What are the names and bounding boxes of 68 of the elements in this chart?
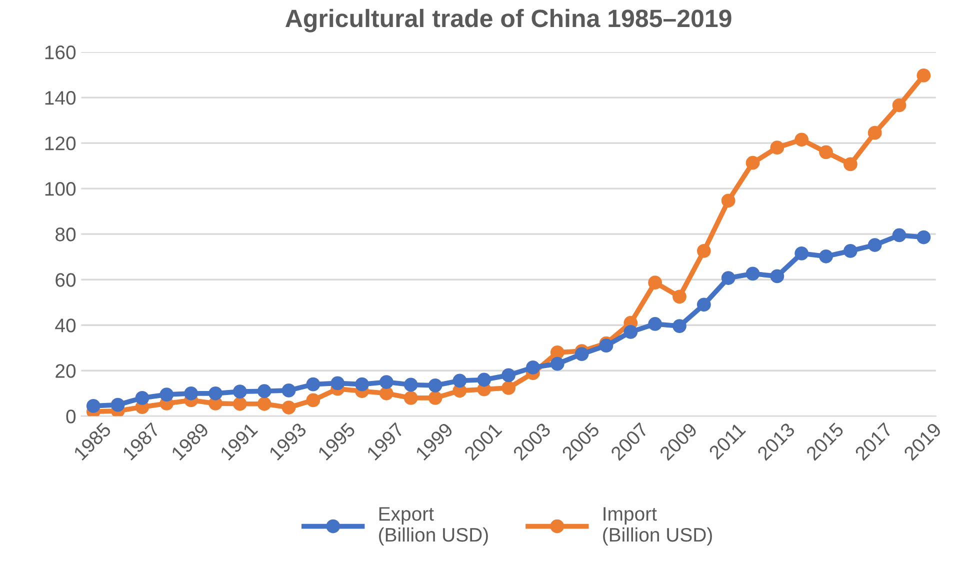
- point: [794, 246, 809, 260]
- point: [648, 276, 662, 290]
- point: [306, 377, 320, 392]
- point: [770, 140, 784, 155]
- point: [672, 319, 686, 333]
- point: [746, 266, 760, 281]
- y-tick-label: 60: [56, 273, 76, 287]
- point: [599, 338, 614, 353]
- point: [746, 156, 760, 170]
- point: [574, 347, 589, 361]
- y-tick-label: 40: [55, 318, 76, 332]
- point: [819, 145, 833, 160]
- point: [696, 244, 711, 258]
- point: [721, 271, 736, 285]
- point: [452, 374, 467, 388]
- point: [184, 386, 198, 400]
- point: [232, 396, 247, 411]
- point: [819, 249, 833, 264]
- point: [624, 325, 638, 339]
- point: [428, 391, 442, 405]
- y-tick-label: 80: [56, 228, 76, 242]
- point: [355, 377, 369, 392]
- y-tick-label: 20: [56, 364, 76, 378]
- point: [502, 380, 516, 395]
- point: [135, 391, 150, 405]
- point: [892, 98, 906, 112]
- legend-label: Import (Billion USD): [603, 507, 712, 546]
- point: [110, 398, 125, 412]
- point: [160, 388, 174, 402]
- point: [916, 230, 931, 244]
- legend-label: Export (Billion USD): [379, 507, 488, 546]
- point: [404, 391, 418, 405]
- point: [86, 398, 100, 413]
- point: [770, 269, 784, 284]
- point: [379, 386, 394, 400]
- point: [257, 396, 272, 411]
- y-tick-label: 140: [45, 91, 76, 105]
- point: [232, 384, 247, 399]
- point: [477, 372, 492, 387]
- point: [843, 157, 858, 172]
- point: [550, 345, 564, 360]
- y-tick-label: 100: [45, 182, 76, 196]
- chart-title: Agricultural trade of China 1985–2019: [285, 8, 732, 32]
- point: [696, 298, 711, 312]
- point: [330, 376, 345, 390]
- point: [672, 290, 686, 304]
- point: [502, 368, 516, 382]
- point: [257, 384, 272, 398]
- point: [721, 194, 736, 208]
- point: [868, 238, 882, 252]
- point: [550, 356, 564, 371]
- point: [404, 378, 418, 392]
- point: [794, 132, 809, 147]
- y-tick-label: 0: [66, 410, 76, 424]
- point: [282, 384, 296, 398]
- point: [868, 126, 882, 140]
- point: [916, 68, 931, 82]
- y-tick-label: 120: [45, 136, 76, 150]
- point: [282, 400, 296, 414]
- point: [892, 228, 906, 242]
- point: [843, 244, 858, 258]
- point: [208, 386, 222, 400]
- point: [526, 360, 540, 374]
- point: [428, 378, 442, 392]
- point: [379, 375, 394, 389]
- y-tick-label: 160: [45, 45, 76, 60]
- point: [306, 393, 320, 408]
- point: [648, 317, 662, 331]
